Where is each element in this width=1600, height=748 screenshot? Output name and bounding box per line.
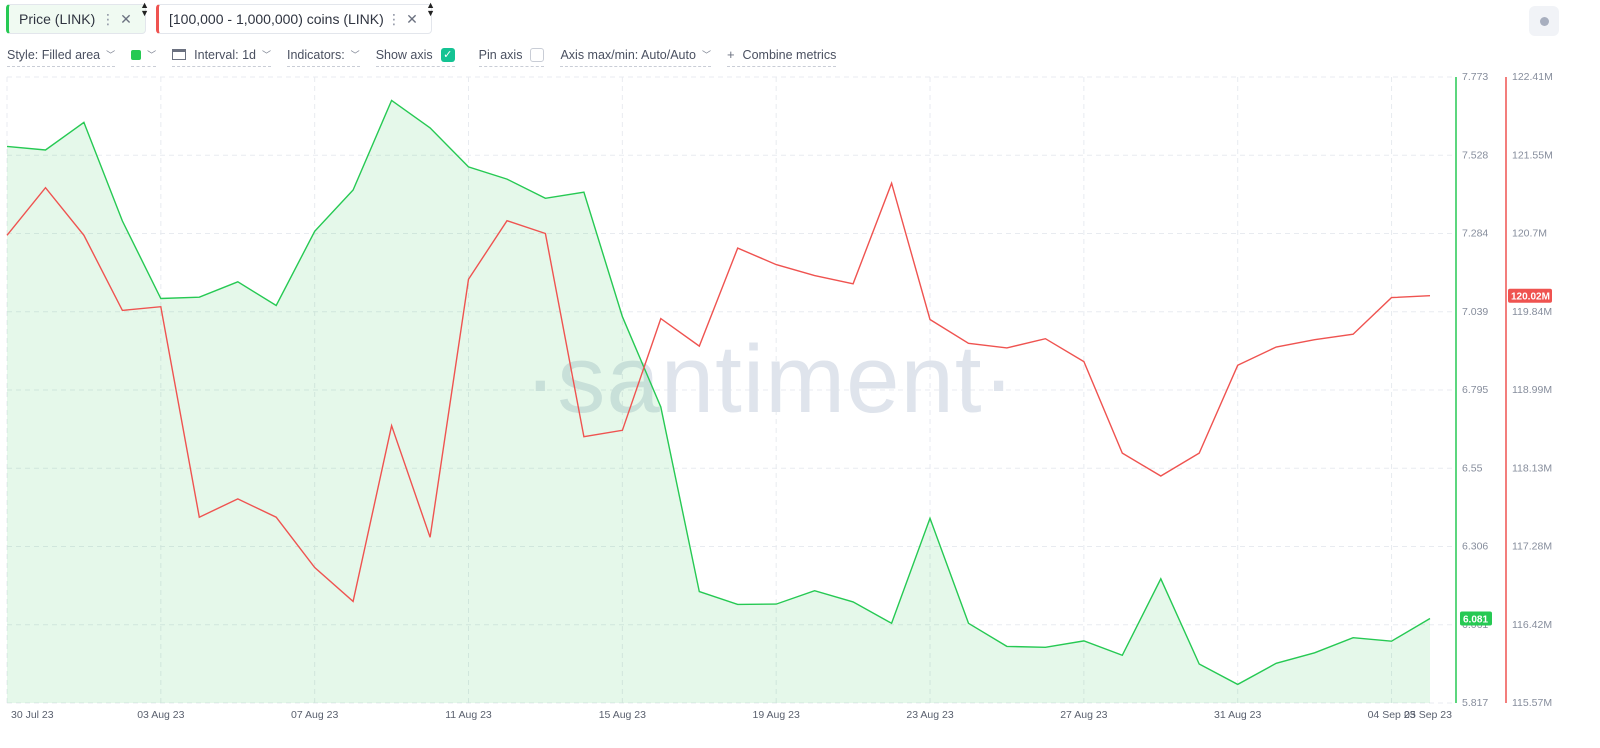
pin-axis-toggle[interactable]: Pin axis	[478, 44, 545, 67]
y-left-tick: 5.817	[1462, 697, 1488, 709]
calendar-icon	[172, 49, 187, 60]
y-left-tick: 6.795	[1462, 384, 1488, 396]
x-tick-label: 07 Aug 23	[291, 709, 338, 721]
chevron-down-icon: ﹀	[106, 50, 116, 60]
x-tick-label: 31 Aug 23	[1214, 709, 1261, 721]
chevron-down-icon: ﹀	[350, 50, 360, 60]
chevron-down-icon: ﹀	[261, 50, 271, 60]
x-tick-label: 23 Aug 23	[906, 709, 953, 721]
tab-price-link[interactable]: Price (LINK) ⋮ ✕ ▲ ▼	[6, 0, 149, 34]
x-tick-label: 03 Aug 23	[137, 709, 184, 721]
interval-label: Interval: 1d	[194, 47, 256, 62]
holders-last-value-badge	[1508, 288, 1552, 303]
y-left-tick: 6.306	[1462, 541, 1488, 553]
chevron-down-icon: ﹀	[147, 50, 157, 60]
x-tick-label: 11 Aug 23	[445, 709, 492, 721]
drag-handle-icon[interactable]: ▲ ▼	[426, 0, 435, 18]
y-right-tick: 119.84M	[1512, 306, 1552, 318]
x-tick-label: 04 Sep 23	[1368, 709, 1416, 721]
chevron-down-icon: ﹀	[701, 50, 711, 60]
color-swatch	[131, 49, 142, 60]
axis-maxmin-dropdown[interactable]: Axis max/min: Auto/Auto ﹀	[560, 44, 711, 67]
y-left-tick: 7.528	[1462, 149, 1488, 161]
show-axis-toggle[interactable]: Show axis ✓	[375, 44, 455, 67]
chart-grid	[6, 76, 1456, 704]
x-axis-ticks: 30 Jul 23 03 Aug 23 07 Aug 23 11 Aug 23 15 A…	[11, 709, 1452, 721]
indicators-label: Indicators:	[287, 47, 345, 62]
x-tick-label: 30 Jul 23	[11, 709, 54, 721]
style-dropdown[interactable]: Style: Filled area ﹀	[7, 44, 116, 67]
close-icon[interactable]: ✕	[120, 10, 132, 27]
combine-metrics-label: Combine metrics	[742, 47, 837, 62]
y-right-tick: 117.28M	[1512, 541, 1552, 553]
chart-toolbar: Style: Filled area ﹀ ﹀ Interval: 1d ﹀ Indi…	[7, 44, 852, 67]
settings-button[interactable]	[1529, 6, 1559, 36]
indicators-dropdown[interactable]: Indicators: ﹀	[287, 44, 360, 67]
drag-handle-icon[interactable]: ▲ ▼	[140, 0, 149, 18]
y-left-tick: 7.773	[1462, 71, 1488, 83]
checkbox-checked-icon[interactable]: ✓	[440, 47, 455, 62]
plus-icon: +	[726, 47, 735, 62]
dot-icon	[1539, 16, 1549, 26]
close-icon[interactable]: ✕	[406, 10, 418, 27]
y-left-tick: 6.55	[1462, 462, 1483, 474]
price-last-value-text: 6.081	[1463, 615, 1488, 626]
y-right-tick: 115.57M	[1512, 697, 1552, 709]
y-right-tick: 118.13M	[1512, 462, 1552, 474]
tab-label: [100,000 - 1,000,000) coins (LINK)	[169, 11, 384, 27]
metric-tabs: Price (LINK) ⋮ ✕ ▲ ▼ [100,000 - 1,000,000…	[6, 0, 435, 36]
pin-axis-label: Pin axis	[478, 47, 523, 62]
axis-maxmin-label: Axis max/min: Auto/Auto	[560, 47, 696, 62]
left-axis-ticks: 7.7737.5287.2847.0396.7956.556.3066.0615…	[1462, 71, 1488, 709]
combine-metrics-button[interactable]: + Combine metrics	[726, 44, 837, 67]
more-options-icon[interactable]: ⋮	[101, 10, 115, 27]
more-options-icon[interactable]: ⋮	[387, 10, 401, 27]
price-area-fill	[7, 100, 1430, 703]
x-tick-label: 19 Aug 23	[753, 709, 800, 721]
last-value-badges: 6.081 120.02M	[1460, 288, 1552, 626]
style-label: Style: Filled area	[7, 47, 101, 62]
y-left-tick: 7.039	[1462, 306, 1488, 318]
show-axis-label: Show axis	[375, 47, 433, 62]
x-tick-label: 15 Aug 23	[599, 709, 646, 721]
y-right-tick: 116.42M	[1512, 619, 1552, 631]
checkbox-unchecked-icon[interactable]	[530, 47, 545, 62]
watermark-logo: ·santiment·	[524, 326, 1015, 433]
y-right-tick: 118.99M	[1512, 384, 1552, 396]
y-right-tick: 120.7M	[1512, 228, 1547, 240]
tab-label: Price (LINK)	[19, 11, 96, 27]
holders-last-value-text: 120.02M	[1511, 292, 1550, 303]
y-left-tick: 7.284	[1462, 228, 1488, 240]
interval-dropdown[interactable]: Interval: 1d ﹀	[172, 44, 271, 67]
chart-axes	[1455, 77, 1507, 703]
holders-line[interactable]	[6, 180, 1431, 603]
price-line[interactable]	[6, 99, 1431, 686]
y-right-tick: 122.41M	[1512, 71, 1553, 83]
y-right-tick: 121.55M	[1512, 149, 1553, 161]
price-last-value-badge	[1460, 611, 1492, 626]
color-picker[interactable]: ﹀	[131, 44, 157, 67]
x-tick-label: 27 Aug 23	[1060, 709, 1107, 721]
x-tick-label: 05 Sep 23	[1404, 709, 1452, 721]
right-axis-ticks: 122.41M 121.55M 120.7M 119.84M 118.99M 118.13…	[1512, 71, 1553, 709]
tab-holders-link[interactable]: [100,000 - 1,000,000) coins (LINK) ⋮ ✕ ▲…	[156, 0, 435, 34]
